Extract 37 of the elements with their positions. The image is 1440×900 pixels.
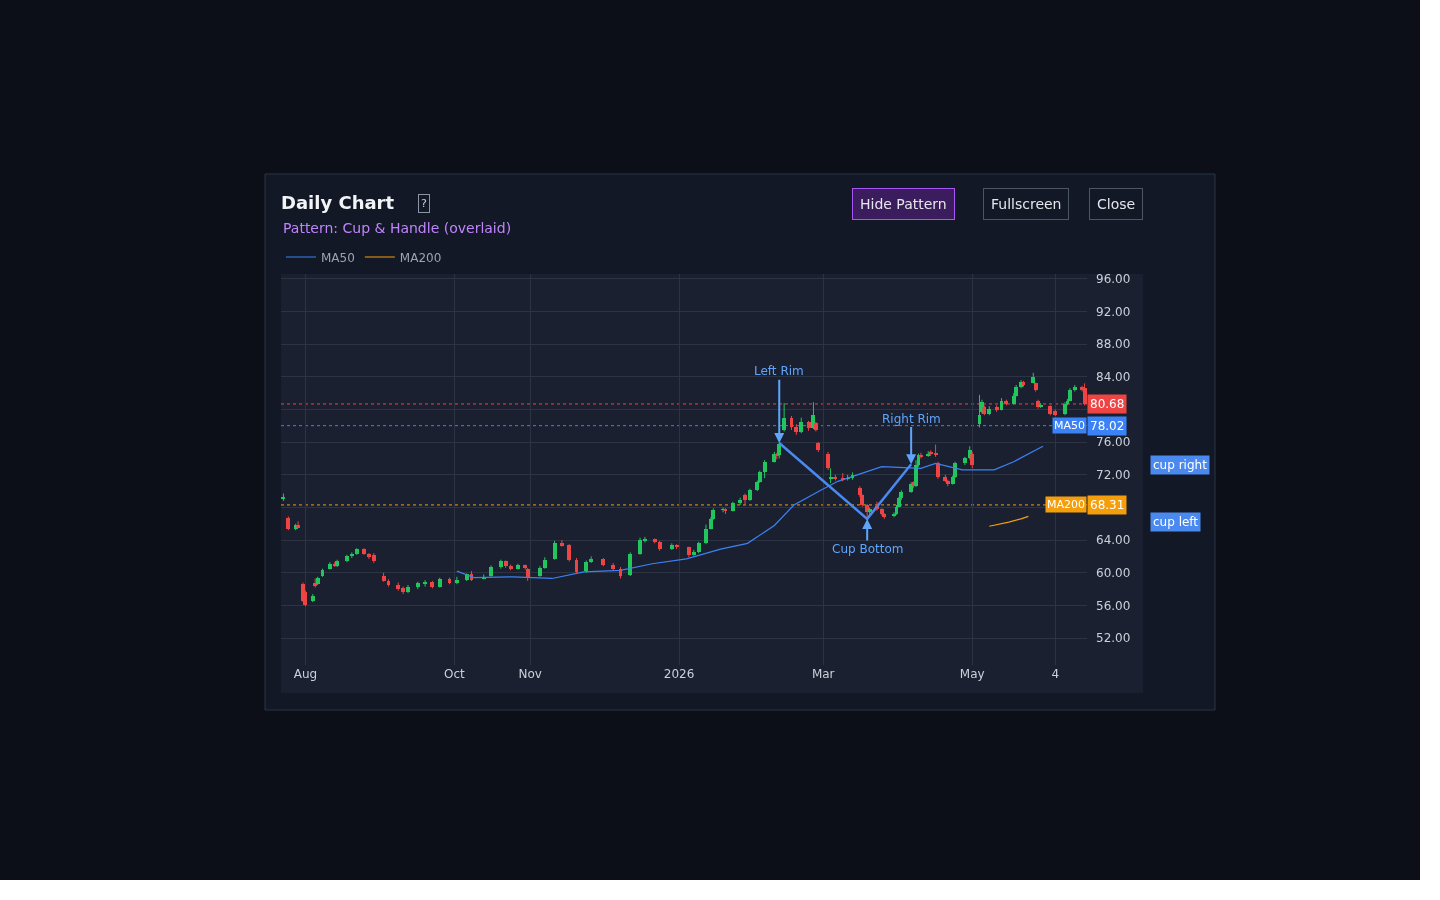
x-tick-label: May [959,667,985,681]
annotation: Cup Bottom [832,542,904,556]
y-tick-label: 84.00 [1096,370,1131,385]
x-tick-label: Oct [444,667,466,681]
annotation: Left Rim [754,364,804,378]
y-tick-label: 72.00 [1096,468,1131,483]
y-tick-label: 64.00 [1096,533,1131,548]
chart-title: Daily Chart [281,192,395,214]
y-tick-label: 60.00 [1096,565,1131,580]
text: Close [1097,196,1136,212]
y-tick-label: 52.00 [1096,631,1131,646]
x-tick-label: Nov [518,667,542,681]
line-series [456,445,1044,580]
ref-line-label: 80.68 [1090,397,1125,411]
y-tick-label: 92.00 [1096,304,1131,319]
ref-line-label: 68.31 [1090,498,1125,512]
x-tick-label: 2026 [663,667,695,681]
text: cup right [1153,458,1208,472]
chart-subtitle: Pattern: Cup & Handle (overlaid) [283,220,512,236]
annotation: MA50 [1054,419,1086,432]
annotation: MA200 [1047,498,1086,511]
y-tick-label: 96.00 [1096,272,1131,287]
x-tick-label: Aug [293,667,318,681]
text: cup left [1153,515,1199,529]
text: Hide Pattern [860,196,947,212]
y-tick-label: 56.00 [1096,598,1131,613]
annotation: Right Rim [882,412,941,426]
y-tick-label: 76.00 [1096,435,1131,450]
text: ? [421,197,427,210]
text: Fullscreen [991,196,1062,212]
line-series [988,515,1029,527]
x-tick-label: 4 [1051,667,1060,681]
legend-label: MA50 [321,250,355,265]
x-tick-label: Mar [811,667,835,681]
ref-line-label: 78.02 [1090,419,1125,433]
y-tick-label: 88.00 [1096,337,1131,352]
legend-label: MA200 [399,250,442,265]
